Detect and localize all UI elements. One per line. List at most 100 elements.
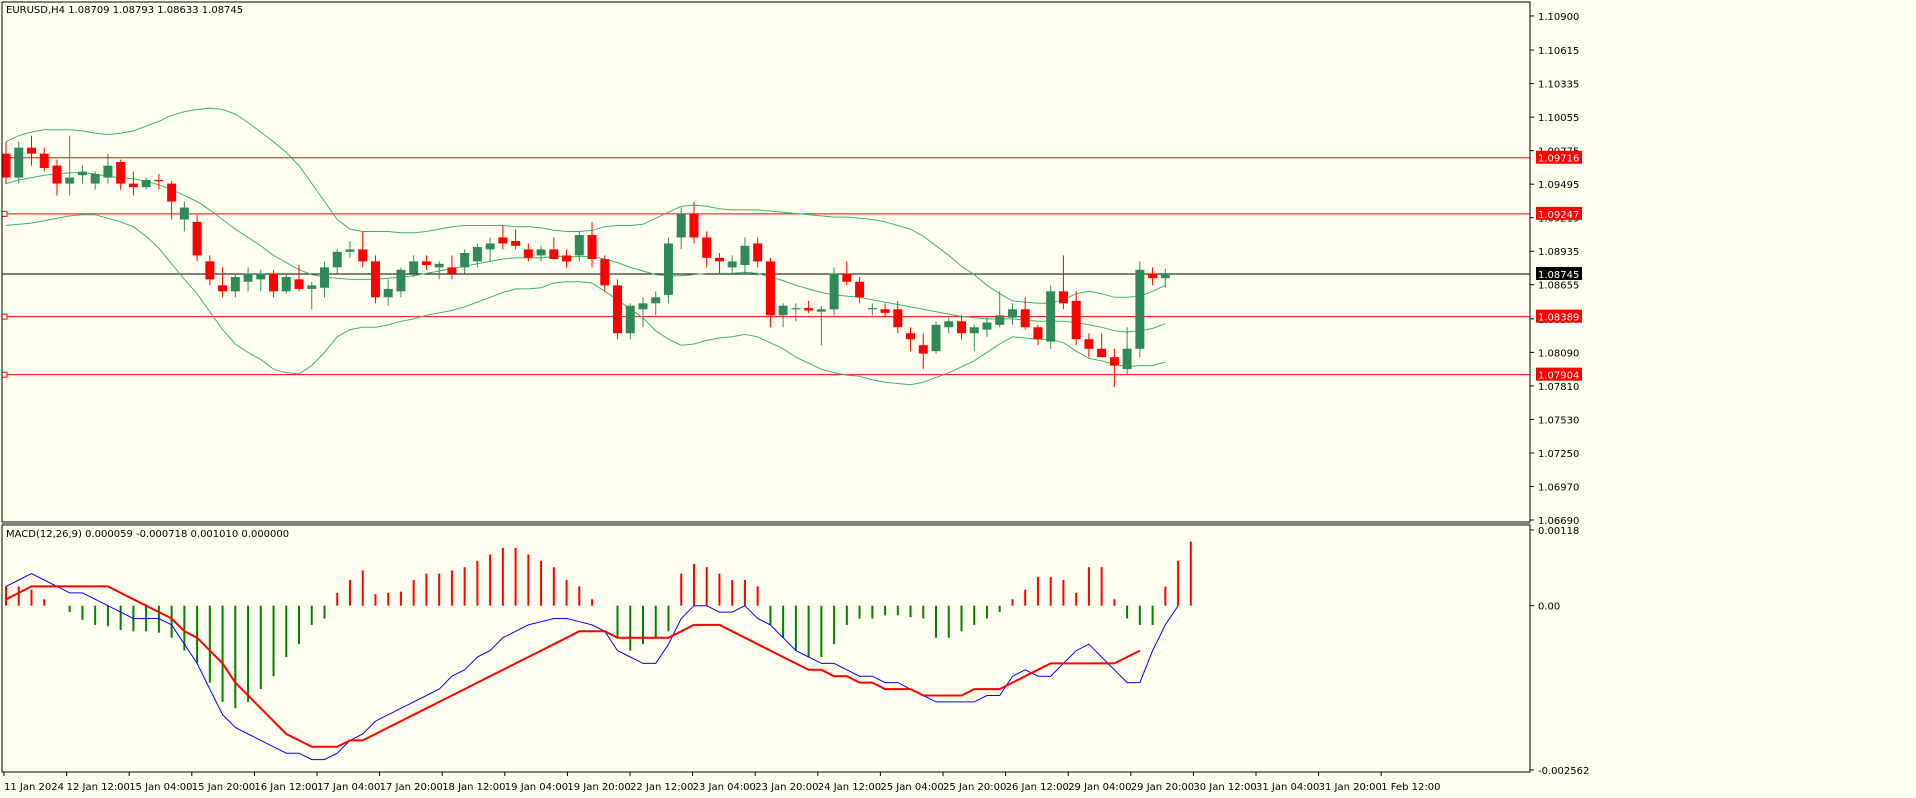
candle[interactable] <box>753 237 763 268</box>
candle[interactable] <box>702 231 712 268</box>
candle[interactable] <box>116 159 126 190</box>
candle[interactable] <box>26 135 36 166</box>
candle[interactable] <box>345 241 355 258</box>
candle[interactable] <box>52 159 62 196</box>
candle[interactable] <box>574 231 584 262</box>
candle[interactable] <box>893 300 903 334</box>
candle[interactable] <box>1084 333 1094 358</box>
candle[interactable] <box>205 255 215 286</box>
candle[interactable] <box>90 171 100 190</box>
candle[interactable] <box>1109 348 1119 388</box>
candle[interactable] <box>1135 261 1145 358</box>
candle[interactable] <box>485 237 495 262</box>
candle[interactable] <box>358 231 368 268</box>
candle[interactable] <box>1020 297 1030 330</box>
candle[interactable] <box>625 303 635 340</box>
horizontal-line-handle[interactable] <box>1 210 8 217</box>
horizontal-line-handle[interactable] <box>1 313 8 320</box>
candle[interactable] <box>1148 267 1158 286</box>
candle[interactable] <box>600 255 610 292</box>
candle[interactable] <box>995 291 1005 328</box>
candle[interactable] <box>256 269 266 292</box>
candle[interactable] <box>39 147 49 172</box>
candle[interactable] <box>829 267 839 316</box>
candle[interactable] <box>243 267 253 292</box>
candle[interactable] <box>816 305 826 346</box>
candle[interactable] <box>1071 291 1081 346</box>
candle[interactable] <box>192 213 202 262</box>
candle[interactable] <box>141 177 151 190</box>
candle[interactable] <box>281 273 291 294</box>
candle[interactable] <box>434 261 444 280</box>
candle[interactable] <box>472 243 482 268</box>
candle[interactable] <box>1097 333 1107 358</box>
candle[interactable] <box>320 261 329 298</box>
candle[interactable] <box>765 257 775 328</box>
candle[interactable] <box>269 269 279 298</box>
candle[interactable] <box>804 300 814 313</box>
candle[interactable] <box>842 261 852 286</box>
candle[interactable] <box>613 279 623 340</box>
price-tick-label: 1.10055 <box>1538 113 1579 124</box>
candle[interactable] <box>294 264 304 292</box>
candle[interactable] <box>218 267 228 298</box>
candle[interactable] <box>498 225 508 250</box>
candle[interactable] <box>1007 303 1017 325</box>
candle[interactable] <box>906 327 916 352</box>
candle[interactable] <box>396 267 406 298</box>
candle-body <box>154 179 164 182</box>
candle[interactable] <box>536 245 546 262</box>
candle[interactable] <box>103 153 113 184</box>
candle[interactable] <box>230 273 240 298</box>
candle[interactable] <box>689 201 699 244</box>
candle[interactable] <box>65 135 75 196</box>
candle[interactable] <box>867 303 877 316</box>
candle[interactable] <box>651 291 661 316</box>
candle[interactable] <box>460 249 470 274</box>
candle[interactable] <box>523 243 533 262</box>
candle[interactable] <box>714 253 724 274</box>
candle[interactable] <box>179 201 189 232</box>
candle[interactable] <box>307 281 317 310</box>
candle[interactable] <box>1058 255 1068 310</box>
candle[interactable] <box>421 255 431 270</box>
candle[interactable] <box>957 315 966 340</box>
horizontal-line-handle[interactable] <box>1 371 8 378</box>
candle[interactable] <box>1046 285 1056 349</box>
candle[interactable] <box>982 317 992 337</box>
candle[interactable] <box>14 141 24 184</box>
candle[interactable] <box>332 249 342 274</box>
candle[interactable] <box>944 317 954 334</box>
candle[interactable] <box>740 237 750 274</box>
candle[interactable] <box>778 303 788 328</box>
candle[interactable] <box>77 165 87 184</box>
candle[interactable] <box>969 324 979 352</box>
candle[interactable] <box>167 181 177 220</box>
candle[interactable] <box>918 333 928 370</box>
candle[interactable] <box>562 249 572 268</box>
candle[interactable] <box>1033 324 1043 346</box>
macd-pane[interactable] <box>5 541 1192 761</box>
candle[interactable] <box>409 255 419 277</box>
candle[interactable] <box>128 171 138 196</box>
candle[interactable] <box>587 221 597 268</box>
candle[interactable] <box>855 276 865 304</box>
candle[interactable] <box>370 255 380 304</box>
candle[interactable] <box>511 229 521 250</box>
candle[interactable] <box>1160 268 1170 288</box>
candle[interactable] <box>154 174 164 190</box>
candle[interactable] <box>1 141 11 184</box>
candle[interactable] <box>447 255 457 280</box>
candle[interactable] <box>663 237 673 304</box>
candle[interactable] <box>383 279 393 306</box>
candle[interactable] <box>549 237 559 260</box>
candle[interactable] <box>931 321 941 354</box>
candle[interactable] <box>880 303 890 318</box>
candle[interactable] <box>727 255 737 274</box>
candle[interactable] <box>791 303 801 322</box>
price-pane[interactable] <box>1 107 1531 388</box>
candle[interactable] <box>1122 327 1132 376</box>
candle[interactable] <box>676 207 686 250</box>
candle[interactable] <box>638 297 648 328</box>
